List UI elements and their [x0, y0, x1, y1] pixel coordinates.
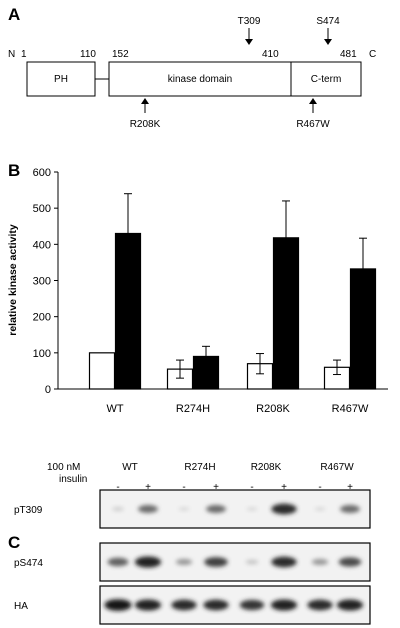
treatment-label-line1: 100 nM — [47, 462, 80, 473]
blot-band — [171, 599, 197, 611]
mutation-r467w-label: R467W — [296, 119, 330, 130]
blot-band — [340, 505, 360, 513]
blot-band — [204, 557, 228, 567]
blot-band — [134, 599, 162, 611]
blot-band — [336, 599, 364, 611]
blot-group-label: R208K — [251, 462, 282, 473]
cterm-domain-label: C-term — [311, 74, 342, 85]
site-s474-label: S474 — [316, 16, 340, 27]
panel-a-label: A — [8, 5, 20, 24]
blot-band — [311, 558, 329, 566]
position-481: 481 — [340, 49, 357, 60]
blot-band — [206, 505, 226, 513]
blot-row-label: HA — [14, 601, 28, 612]
blot-band — [338, 557, 362, 567]
blot-band — [175, 558, 193, 566]
blot-band — [138, 505, 158, 513]
blot-group-label: R274H — [184, 462, 215, 473]
blot-band — [246, 507, 258, 511]
y-tick-label: 400 — [33, 239, 51, 251]
x-category-label: WT — [106, 403, 123, 415]
blot-band — [314, 507, 326, 511]
site-t309-label: T309 — [238, 16, 261, 27]
y-tick-label: 500 — [33, 203, 51, 215]
panel-b-label: B — [8, 161, 20, 180]
c-terminus-label: C — [369, 49, 376, 60]
position-152: 152 — [112, 49, 129, 60]
bar-insulin-wt — [114, 232, 142, 390]
blot-row-label: pT309 — [14, 505, 43, 516]
panel-c-label: C — [8, 533, 20, 552]
kinase-domain-label: kinase domain — [168, 74, 232, 85]
ph-domain-label: PH — [54, 74, 68, 85]
lane-treatment-sign: - — [182, 482, 185, 493]
lane-treatment-sign: + — [145, 482, 151, 493]
panel-a: A N 1 110 152 410 481 C PH kinase domain… — [8, 5, 376, 130]
blot-band — [307, 599, 333, 611]
mutation-r208k-label: R208K — [130, 119, 161, 130]
kinase-domain-box — [108, 61, 292, 97]
lane-treatment-sign: + — [213, 482, 219, 493]
treatment-label-line2: insulin — [59, 474, 87, 485]
blot-band — [239, 599, 265, 611]
panel-b-chart: B relative kinase activity 0 100 200 300 400… — [7, 161, 388, 415]
cterm-domain-box — [290, 61, 362, 97]
bar-insulin-r274h — [192, 355, 220, 390]
bar-insulin-r467w — [349, 268, 377, 390]
position-410: 410 — [262, 49, 279, 60]
ph-domain-box — [26, 61, 96, 97]
x-category-label: R208K — [256, 403, 290, 415]
lane-treatment-sign: - — [318, 482, 321, 493]
arrow-up-icon — [309, 98, 317, 113]
arrow-down-icon — [324, 28, 332, 45]
y-axis-label: relative kinase activity — [7, 224, 19, 336]
blot-group-label: R467W — [320, 462, 354, 473]
arrow-down-icon — [245, 28, 253, 45]
lane-treatment-sign: + — [281, 482, 287, 493]
blot-band — [178, 507, 190, 511]
lane-treatment-sign: - — [116, 482, 119, 493]
n-terminus-label: N — [8, 49, 15, 60]
y-tick-label: 0 — [45, 384, 51, 396]
y-tick-label: 100 — [33, 348, 51, 360]
blot-band — [270, 599, 298, 611]
panel-c-western-blot: C 100 nM insulin WT R274H R208K R467W - + - + - +… — [8, 462, 371, 625]
blot-band — [104, 599, 132, 611]
blot-band — [245, 559, 259, 565]
blot-band — [271, 503, 297, 515]
blot-row-label: pS474 — [14, 558, 43, 569]
y-tick-label: 200 — [33, 312, 51, 324]
arrow-up-icon — [141, 98, 149, 113]
position-1: 1 — [21, 49, 27, 60]
bar-basal-wt — [88, 352, 116, 390]
blot-band — [112, 507, 124, 511]
position-110: 110 — [80, 49, 96, 60]
blot-group-label: WT — [122, 462, 138, 473]
x-category-label: R274H — [176, 403, 210, 415]
y-tick-label: 600 — [33, 167, 51, 179]
blot-band — [134, 556, 162, 568]
blot-band — [203, 599, 229, 611]
blot-band — [271, 556, 297, 568]
lane-treatment-sign: - — [250, 482, 253, 493]
y-tick-label: 300 — [33, 276, 51, 288]
x-category-label: R467W — [332, 403, 369, 415]
lane-treatment-sign: + — [347, 482, 353, 493]
blot-band — [107, 557, 129, 567]
bar-insulin-r208k — [272, 237, 300, 390]
